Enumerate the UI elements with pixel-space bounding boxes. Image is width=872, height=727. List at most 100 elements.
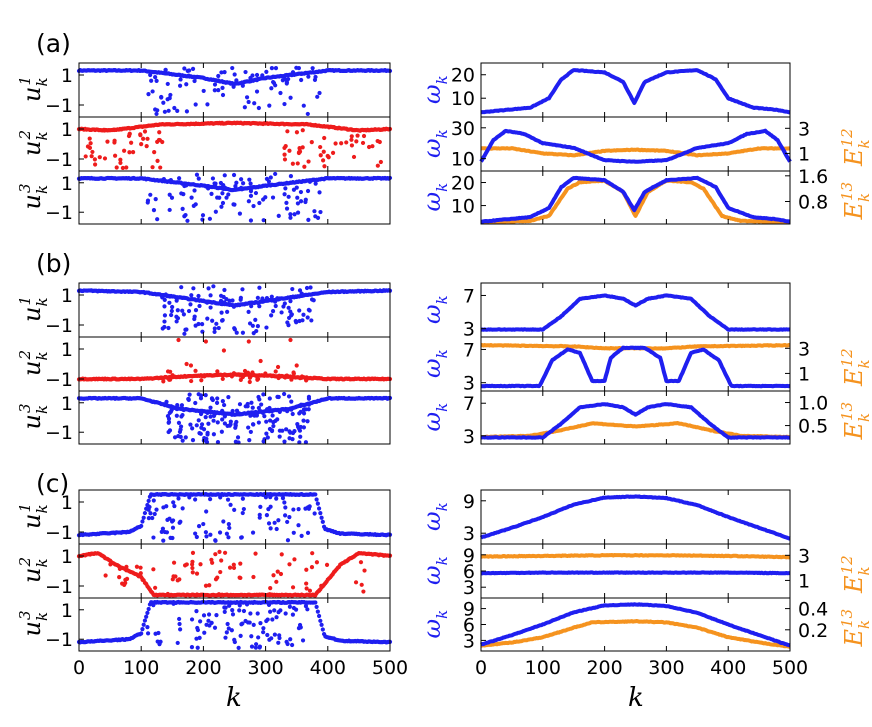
omega-y-tick-label-c-1: 9 <box>463 491 475 513</box>
u-scatter-point-a-1 <box>166 108 171 113</box>
u-scatter-point-b-1 <box>292 295 297 300</box>
u-point-c-3 <box>144 614 149 619</box>
u-scatter-point-b-1 <box>218 298 224 303</box>
E-curve-c-3 <box>480 619 791 649</box>
u-scatter-point-a-2 <box>344 140 349 145</box>
u-scatter-point-c-1 <box>258 504 263 509</box>
u-scatter-point-a-2 <box>152 149 157 155</box>
u-point-c-1 <box>142 510 148 516</box>
u-scatter-point-b-3 <box>180 412 185 418</box>
u-scatter-point-a-1 <box>312 77 318 82</box>
u-scatter-point-b-3 <box>235 435 241 440</box>
u-scatter-point-a-1 <box>284 81 289 86</box>
u-scatter-point-c-3 <box>249 644 255 649</box>
u-scatter-point-b-3 <box>203 393 208 398</box>
E-y-tick-label-c-2: 1 <box>798 570 810 592</box>
u-scatter-point-c-3 <box>283 611 288 616</box>
u-scatter-point-b-3 <box>178 434 183 439</box>
u-scatter-point-c-3 <box>290 612 296 617</box>
u-scatter-point-c-3 <box>194 609 199 614</box>
u-scatter-point-c-1 <box>193 497 198 502</box>
u-scatter-point-a-2 <box>296 150 302 155</box>
u-scatter-point-a-2 <box>282 145 287 151</box>
u-scatter-point-b-3 <box>269 409 274 414</box>
u-scatter-point-a-3 <box>292 212 297 217</box>
u-scatter-point-b-2 <box>193 368 198 373</box>
E-y-tick-label-b-2: 1 <box>798 363 810 385</box>
u-scatter-point-b-1 <box>222 287 227 293</box>
u-scatter-point-a-3 <box>148 192 153 197</box>
u-scatter-point-c-3 <box>202 630 207 635</box>
u-point-c-3 <box>314 604 319 610</box>
u-scatter-point-b-1 <box>174 319 179 324</box>
u-scatter-point-a-1 <box>149 78 154 83</box>
u-scatter-point-b-2 <box>247 375 253 380</box>
u-scatter-point-b-3 <box>301 418 306 423</box>
u-scatter-point-b-2 <box>231 371 237 376</box>
u-scatter-point-a-3 <box>291 187 297 192</box>
u-scatter-point-c-3 <box>194 636 199 641</box>
u-ylabel-c-1: uk1 <box>16 503 51 529</box>
u-point-c-1 <box>313 492 318 497</box>
u-scatter-point-b-3 <box>199 410 204 415</box>
u-scatter-point-c-2 <box>231 565 237 571</box>
u-scatter-point-b-1 <box>174 314 179 319</box>
omega-curve-b-2 <box>480 345 791 389</box>
u-y-tick-label-c-2: 1 <box>61 546 73 568</box>
u-scatter-point-c-3 <box>266 602 272 607</box>
u-scatter-point-a-2 <box>155 158 160 163</box>
u-scatter-point-b-3 <box>190 426 195 431</box>
u-point-c-1 <box>315 501 320 506</box>
omega-panel-frame-b-3 <box>480 390 791 445</box>
u-y-tick-label-b-3: −1 <box>45 422 73 444</box>
u-scatter-point-b-3 <box>271 423 276 429</box>
u-scatter-point-b-2 <box>250 370 255 375</box>
E-curve-b-3 <box>480 421 791 440</box>
u-scatter-point-a-1 <box>317 90 322 96</box>
u-scatter-point-a-2 <box>105 139 110 144</box>
E-y-tick-label-c-2: 3 <box>798 545 810 567</box>
u-scatter-point-b-3 <box>295 422 300 427</box>
u-scatter-point-a-2 <box>129 140 134 145</box>
u-scatter-point-b-3 <box>282 391 287 397</box>
u-scatter-point-c-2 <box>103 573 108 578</box>
u-scatter-point-c-1 <box>161 505 166 510</box>
u-scatter-point-c-3 <box>284 639 289 644</box>
u-scatter-point-b-1 <box>162 297 167 302</box>
x-axis-label-right: k <box>628 683 644 713</box>
u-scatter-point-b-1 <box>205 316 210 321</box>
u-scatter-point-a-1 <box>303 70 308 75</box>
u-scatter-point-c-3 <box>151 603 156 608</box>
u-scatter-point-c-1 <box>151 498 156 503</box>
u-y-tick-label-b-3: 1 <box>61 393 73 415</box>
u-point-c-1 <box>146 498 151 503</box>
u-scatter-point-b-3 <box>282 439 287 444</box>
omega-y-tick-label-c-2: 9 <box>463 545 475 567</box>
u-scatter-point-c-3 <box>253 645 258 650</box>
u-point-c-3 <box>140 627 145 632</box>
omega-curve-c-1 <box>479 494 791 541</box>
u-scatter-point-a-3 <box>153 196 158 202</box>
u-scatter-point-b-1 <box>257 285 262 290</box>
u-scatter-point-a-1 <box>288 95 293 100</box>
u-scatter-point-a-2 <box>97 155 102 160</box>
u-scatter-point-b-1 <box>179 285 184 290</box>
u-scatter-point-b-3 <box>215 396 220 401</box>
x-axis-label-left: k <box>226 683 242 713</box>
u-scatter-point-a-1 <box>305 111 310 117</box>
u-scatter-point-a-3 <box>268 175 273 180</box>
u-scatter-point-a-3 <box>273 171 278 177</box>
E-curve-a-3 <box>480 178 791 225</box>
u-scatter-point-b-3 <box>267 396 272 401</box>
u-scatter-point-a-2 <box>290 161 295 166</box>
u-scatter-point-b-3 <box>220 399 225 404</box>
u-scatter-point-b-2 <box>167 377 172 382</box>
u-scatter-point-b-3 <box>179 403 185 408</box>
u-scatter-point-c-2 <box>227 565 233 570</box>
u-scatter-point-a-3 <box>168 178 173 183</box>
u-scatter-point-a-2 <box>141 136 146 141</box>
u-scatter-point-a-2 <box>294 130 300 135</box>
u-scatter-point-b-1 <box>247 321 253 326</box>
